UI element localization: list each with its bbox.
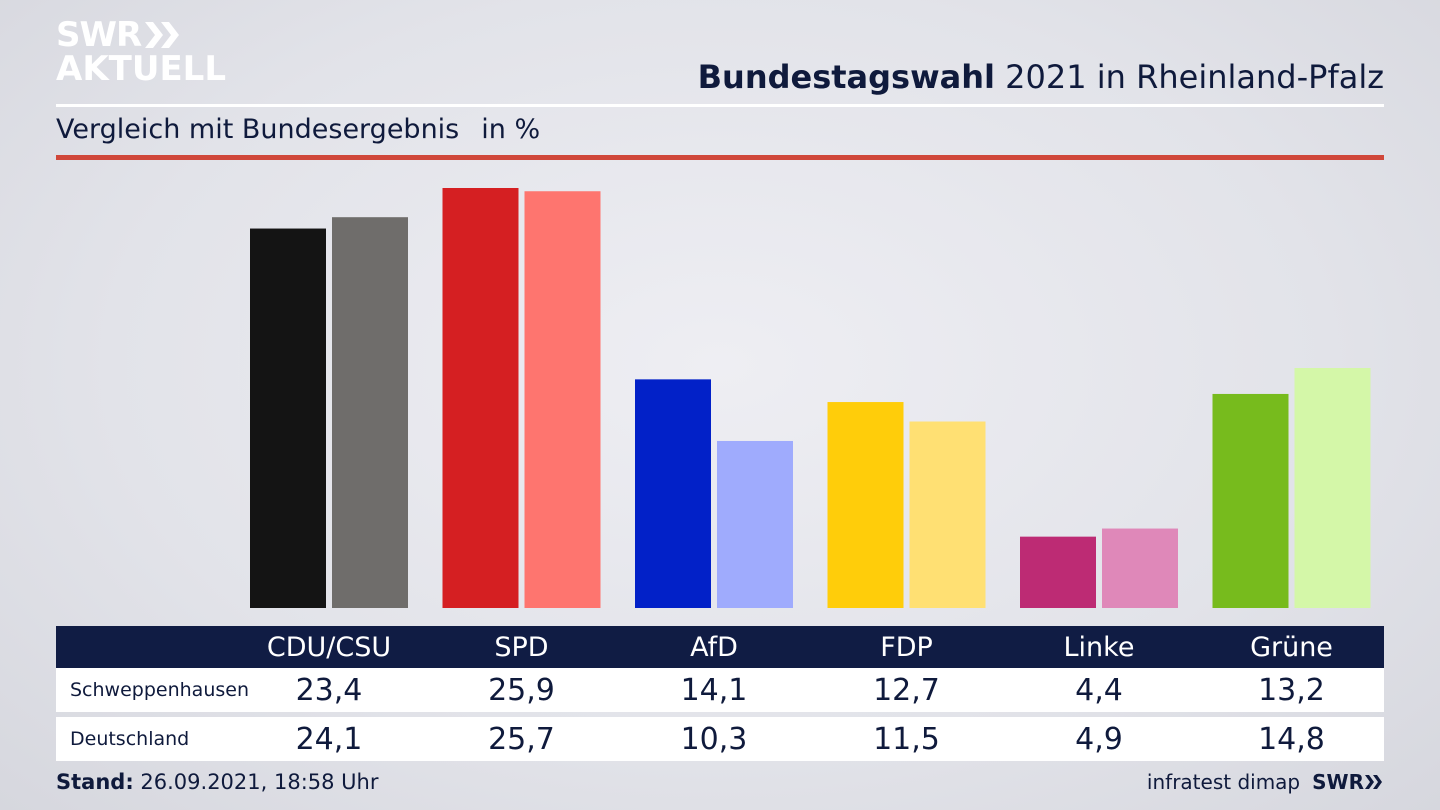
bar-spd-local	[442, 188, 519, 608]
brand-text: SWR	[1312, 770, 1364, 794]
bar-cdu-csu-national	[332, 217, 408, 608]
bar-fdp-local	[827, 402, 904, 608]
stand-value: 26.09.2021, 18:58 Uhr	[133, 770, 379, 794]
stand-label: Stand:	[56, 770, 134, 794]
value-cell: 4,4	[1075, 672, 1123, 708]
row-label-local: Schweppenhausen	[70, 679, 249, 701]
swr-brand: SWR	[1312, 770, 1384, 794]
column-header: CDU/CSU	[266, 631, 392, 663]
column-header: FDP	[880, 631, 933, 663]
bar-spd-national	[524, 191, 601, 609]
bar-linke-local	[1020, 536, 1096, 608]
row-label-national: Deutschland	[70, 728, 190, 750]
subtitle-unit: in %	[481, 114, 541, 145]
bar-afd-national	[717, 440, 793, 608]
bar-grüne-local	[1212, 393, 1289, 608]
title-bold: Bundestagswahl	[697, 58, 995, 96]
bar-linke-national	[1102, 528, 1178, 608]
subtitle-text: Vergleich mit Bundesergebnis	[56, 114, 460, 145]
value-cell: 24,1	[295, 721, 363, 757]
bar-afd-local	[635, 379, 711, 608]
table-header: CDU/CSU SPD AfD FDP Linke Grüne	[56, 626, 1384, 668]
value-cell: 11,5	[873, 721, 940, 757]
value-cell: 13,2	[1258, 672, 1325, 708]
table-row-national: Deutschland 24,1 25,7 10,3 11,5 4,9 14,8	[56, 717, 1384, 761]
value-cell: 12,7	[873, 672, 940, 708]
bar-grüne-national	[1294, 368, 1371, 608]
results-table: CDU/CSU SPD AfD FDP Linke Grüne Schweppenhaus…	[56, 626, 1384, 761]
timestamp: Stand: 26.09.2021, 18:58 Uhr	[56, 770, 379, 794]
bar-cdu-csu-local	[250, 228, 326, 609]
page-title: Bundestagswahl 2021 in Rheinland-Pfalz	[698, 58, 1384, 96]
header-divider	[56, 104, 1384, 107]
value-cell: 25,7	[488, 721, 555, 757]
value-cell: 23,4	[295, 672, 363, 708]
column-header: AfD	[690, 631, 738, 663]
column-header: Grüne	[1250, 631, 1333, 663]
value-cell: 25,9	[488, 672, 555, 708]
double-chevron-small-icon	[1365, 775, 1382, 789]
subtitle: Vergleich mit Bundesergebnis in %	[56, 114, 540, 145]
source-credit: infratest dimap SWR	[1147, 770, 1384, 794]
source-text: infratest dimap	[1146, 770, 1301, 794]
double-chevron-icon	[145, 22, 180, 48]
value-cell: 10,3	[680, 721, 748, 757]
table-row-local: Schweppenhausen 23,4 25,9 14,1 12,7 4,4 13,2	[56, 668, 1384, 712]
swr-aktuell-logo: SWR AKTUELL	[56, 18, 226, 86]
value-cell: 4,9	[1075, 721, 1123, 757]
logo-line2: AKTUELL	[56, 49, 227, 89]
column-header: SPD	[494, 631, 549, 663]
subtitle-divider	[56, 155, 1384, 160]
title-rest: 2021 in Rheinland-Pfalz	[995, 58, 1384, 96]
logo-line1: SWR	[56, 15, 142, 55]
value-cell: 14,8	[1258, 721, 1325, 757]
column-header: Linke	[1063, 631, 1135, 663]
value-cell: 14,1	[680, 672, 748, 708]
bar-fdp-national	[909, 421, 986, 608]
